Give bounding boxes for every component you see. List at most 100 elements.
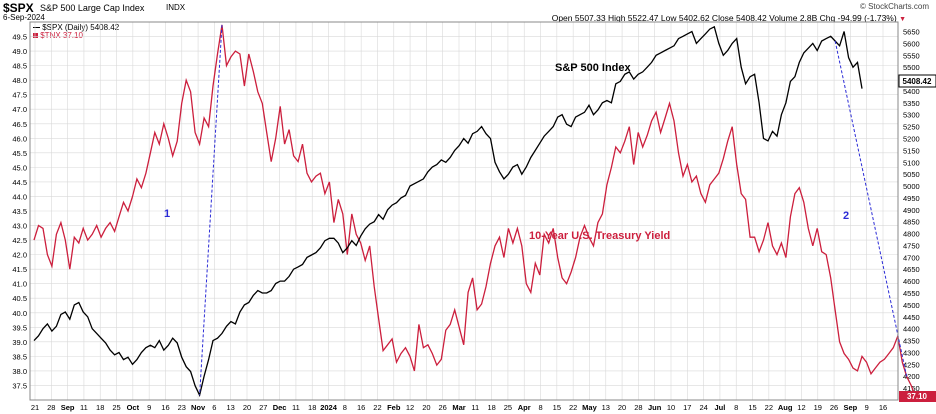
x-tick-label: Feb bbox=[387, 403, 401, 412]
right-tick-label: 4200 bbox=[903, 372, 920, 381]
x-tick-label: 12 bbox=[406, 403, 414, 412]
x-tick-label: 10 bbox=[667, 403, 675, 412]
right-tick-label: 4550 bbox=[903, 289, 920, 298]
right-tick-label: 4600 bbox=[903, 277, 920, 286]
x-tick-label: May bbox=[582, 403, 597, 412]
left-tick-label: 42.0 bbox=[12, 251, 27, 260]
left-tick-label: 45.0 bbox=[12, 163, 27, 172]
x-tick-label: 9 bbox=[147, 403, 151, 412]
right-tick-label: 4350 bbox=[903, 337, 920, 346]
x-tick-label: 28 bbox=[634, 403, 642, 412]
x-tick-label: 21 bbox=[31, 403, 39, 412]
left-tick-label: 43.0 bbox=[12, 222, 27, 231]
x-tick-label: 20 bbox=[422, 403, 430, 412]
tnx-price-badge: 37.10 bbox=[899, 391, 936, 402]
right-tick-label: 4850 bbox=[903, 218, 920, 227]
chg-down-icon: ▼ bbox=[899, 16, 906, 23]
x-tick-label: 26 bbox=[830, 403, 838, 412]
right-tick-label: 4950 bbox=[903, 194, 920, 203]
annotation-2: 2 bbox=[843, 210, 849, 222]
x-tick-label: 23 bbox=[178, 403, 186, 412]
right-tick-label: 5000 bbox=[903, 182, 920, 191]
x-tick-label: Sep bbox=[61, 403, 75, 412]
left-tick-label: 46.0 bbox=[12, 134, 27, 143]
legend-tnx-label: $TNX 37.10 bbox=[40, 31, 83, 40]
chart-symbol: $SPX bbox=[3, 1, 34, 15]
spx-series-title: S&P 500 Index bbox=[555, 62, 631, 74]
left-tick-label: 40.0 bbox=[12, 309, 27, 318]
right-tick-label: 4500 bbox=[903, 301, 920, 310]
left-tick-label: 48.0 bbox=[12, 76, 27, 85]
x-tick-label: 13 bbox=[602, 403, 610, 412]
left-tick-label: 38.5 bbox=[12, 352, 27, 361]
right-tick-label: 4450 bbox=[903, 313, 920, 322]
right-tick-label: 5100 bbox=[903, 158, 920, 167]
right-tick-label: 4400 bbox=[903, 325, 920, 334]
x-tick-label: 25 bbox=[112, 403, 120, 412]
tnx-price-badge-text: 37.10 bbox=[907, 392, 928, 401]
x-tick-label: 22 bbox=[569, 403, 577, 412]
x-tick-label: 12 bbox=[797, 403, 805, 412]
right-tick-label: 5350 bbox=[903, 99, 920, 108]
left-tick-label: 46.5 bbox=[12, 120, 27, 129]
chart-date: 6-Sep-2024 bbox=[3, 13, 45, 22]
tnx-series-title: 10-Year U.S. Treasury Yield bbox=[529, 230, 670, 242]
left-tick-label: 43.5 bbox=[12, 207, 27, 216]
x-tick-label: 18 bbox=[96, 403, 104, 412]
x-tick-label: 15 bbox=[748, 403, 756, 412]
x-tick-label: Oct bbox=[127, 403, 140, 412]
x-tick-label: 27 bbox=[259, 403, 267, 412]
right-tick-label: 4800 bbox=[903, 230, 920, 239]
x-tick-label: 8 bbox=[343, 403, 347, 412]
right-tick-label: 5200 bbox=[903, 134, 920, 143]
right-tick-label: 5400 bbox=[903, 87, 920, 96]
x-tick-label: Sep bbox=[844, 403, 858, 412]
right-tick-label: 4300 bbox=[903, 348, 920, 357]
right-tick-label: 5550 bbox=[903, 51, 920, 60]
x-tick-label: 18 bbox=[487, 403, 495, 412]
left-tick-label: 47.5 bbox=[12, 91, 27, 100]
x-tick-label: 26 bbox=[439, 403, 447, 412]
x-tick-label: 13 bbox=[227, 403, 235, 412]
right-tick-label: 4700 bbox=[903, 253, 920, 262]
right-tick-label: 4250 bbox=[903, 360, 920, 369]
left-tick-label: 44.5 bbox=[12, 178, 27, 187]
legend-line-icon bbox=[33, 27, 40, 29]
x-tick-label: 18 bbox=[308, 403, 316, 412]
right-tick-label: 5050 bbox=[903, 170, 920, 179]
plot-frame bbox=[29, 21, 899, 401]
right-tick-label: 4750 bbox=[903, 241, 920, 250]
right-tick-label: 5250 bbox=[903, 123, 920, 132]
x-tick-label: Aug bbox=[778, 403, 793, 412]
right-tick-label: 5650 bbox=[903, 28, 920, 37]
legend-tnx: $TNX 37.10 bbox=[33, 31, 83, 40]
right-tick-label: 4900 bbox=[903, 206, 920, 215]
x-tick-label: 16 bbox=[357, 403, 365, 412]
quote-values: Open 5507.33 High 5522.47 Low 5402.62 Cl… bbox=[551, 13, 897, 23]
left-tick-label: 41.5 bbox=[12, 265, 27, 274]
x-tick-label: Jul bbox=[715, 403, 726, 412]
legend-square-icon bbox=[33, 33, 38, 39]
chart-exchange: INDX bbox=[166, 3, 186, 12]
divergence-line-2 bbox=[834, 40, 908, 377]
x-tick-label: 20 bbox=[243, 403, 251, 412]
chart-name: S&P 500 Large Cap Index bbox=[40, 3, 145, 13]
left-tick-label: 39.0 bbox=[12, 338, 27, 347]
right-tick-label: 5600 bbox=[903, 39, 920, 48]
left-tick-label: 49.0 bbox=[12, 47, 27, 56]
x-tick-label: 19 bbox=[814, 403, 822, 412]
x-tick-label: Mar bbox=[452, 403, 465, 412]
divergence-line-1 bbox=[199, 24, 223, 396]
x-tick-label: 16 bbox=[879, 403, 887, 412]
annotation-1: 1 bbox=[164, 208, 170, 220]
x-tick-label: 6 bbox=[212, 403, 216, 412]
spx-series-line bbox=[33, 25, 863, 398]
x-tick-label: Jun bbox=[648, 403, 662, 412]
right-tick-label: 5300 bbox=[903, 111, 920, 120]
x-tick-label: 17 bbox=[683, 403, 691, 412]
right-tick-label: 4650 bbox=[903, 265, 920, 274]
left-tick-label: 37.5 bbox=[12, 381, 27, 390]
left-tick-label: 42.5 bbox=[12, 236, 27, 245]
x-tick-label: 20 bbox=[618, 403, 626, 412]
